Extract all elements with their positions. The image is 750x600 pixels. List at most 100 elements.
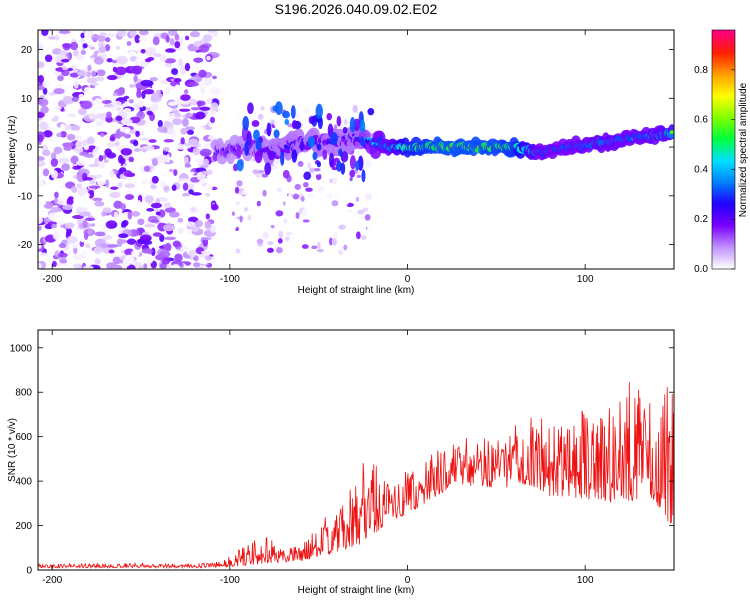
spectrogram-cell: [150, 202, 163, 209]
spectrogram-cell: [159, 217, 168, 224]
spectrogram-cell: [302, 219, 310, 223]
spectrogram-cell: [83, 177, 93, 181]
spectrogram-cell: [134, 262, 142, 267]
spectrogram-cell: [80, 100, 93, 110]
spectrogram-cell: [38, 204, 45, 212]
spectrogram-cell: [38, 215, 43, 225]
spectrogram-cell: [106, 111, 112, 119]
spectrogram-cell: [201, 237, 212, 241]
spectrogram-cell: [262, 232, 270, 240]
spectrogram-cell: [336, 115, 342, 127]
spectrogram-cell: [113, 211, 119, 220]
spectrogram-cell: [92, 197, 103, 202]
spectrogram-cell: [177, 227, 184, 234]
spectrogram-cell: [46, 41, 56, 47]
colorbar-segment: [712, 217, 735, 220]
spectrogram-cell: [106, 244, 119, 248]
spectrogram-cell: [38, 174, 46, 182]
spectrogram-cell: [340, 151, 349, 163]
colorbar-segment: [712, 197, 735, 200]
spectrogram-cell: [204, 255, 212, 261]
spectrogram-cell: [144, 195, 154, 204]
spectrogram-cell: [133, 140, 139, 147]
spectrogram-cell: [106, 262, 118, 269]
spectrogram-cell: [355, 197, 360, 202]
colorbar-segment: [712, 171, 735, 174]
spectrogram-cell: [204, 143, 212, 147]
spectrogram-cell: [58, 30, 71, 35]
colorbar-segment: [712, 145, 735, 149]
spectrogram-cell: [84, 217, 96, 221]
colorbar-segment: [712, 243, 735, 246]
spectrogram-cell: [209, 109, 216, 116]
spectrogram-cell: [82, 43, 88, 49]
spectrogram-cell: [343, 119, 348, 125]
spectrogram-cell: [178, 180, 191, 185]
spectrogram-cell: [338, 224, 346, 230]
spectrogram-cell: [267, 247, 274, 253]
spectrogram-cell: [187, 216, 199, 223]
spectrogram-cell: [76, 183, 83, 189]
spectrogram-cell: [332, 177, 337, 185]
colorbar-segment: [712, 101, 735, 105]
spectrogram-cell: [61, 163, 70, 171]
colorbar-segment: [712, 185, 735, 188]
colorbar-segment: [712, 117, 735, 121]
spectrogram-cell: [365, 193, 372, 202]
spectrogram-cell: [319, 208, 323, 213]
spectrogram-cell: [124, 194, 135, 201]
spectrogram-cell: [120, 250, 126, 254]
colorbar-segment: [712, 159, 735, 163]
spectrogram-cell: [122, 144, 127, 148]
spectrogram-cell: [58, 227, 67, 235]
spectrogram-cell: [111, 100, 122, 107]
spectrogram-cell: [168, 93, 174, 99]
colorbar-segment: [712, 133, 735, 137]
spectrogram-cell: [186, 221, 196, 226]
spectrogram-cell: [200, 164, 209, 168]
spectrogram-cell: [60, 183, 66, 189]
spectrogram-cell: [199, 80, 206, 89]
spectrogram-cell: [176, 144, 187, 150]
colorbar-segment: [712, 257, 735, 260]
spectrogram-cell: [131, 65, 143, 74]
spectrogram-cell: [315, 116, 323, 123]
colorbar-segment: [712, 263, 735, 266]
colorbar-segment: [712, 113, 735, 117]
spectrogram-cell: [290, 105, 296, 119]
spectrogram-cell: [127, 211, 132, 220]
spectrogram-cell: [63, 144, 73, 151]
spectrogram-cell: [185, 126, 195, 131]
colorbar-ticks: 0.0 0.2 0.4 0.6 0.8: [694, 65, 735, 275]
colorbar-segment: [712, 161, 735, 165]
colorbar-segment: [712, 107, 735, 111]
spectrogram-cell: [123, 170, 133, 177]
spectrogram-cell: [198, 44, 210, 53]
spectrogram-cell: [124, 183, 136, 189]
spectrogram-cell: [52, 48, 62, 55]
spectrogram-cell: [297, 160, 304, 167]
spectrogram-cell: [128, 50, 136, 56]
spectrogram-cell: [190, 76, 199, 81]
colorbar-frame: [711, 29, 736, 270]
spectrogram-cell: [255, 173, 262, 178]
spectrogram-cell: [315, 103, 323, 119]
spectrogram-cell: [177, 217, 184, 223]
spectrogram-cell: [190, 36, 202, 42]
spectrogram-cell: [367, 108, 375, 116]
spectrogram-cell: [146, 207, 155, 212]
spectrogram-cell: [151, 84, 160, 90]
spectrogram-cell: [105, 179, 110, 188]
spectrogram-cell: [38, 200, 47, 206]
colorbar-segment: [712, 127, 735, 131]
spectrogram-cell: [307, 136, 315, 148]
spectrogram-cell: [101, 53, 108, 60]
spectrogram-cell: [205, 193, 211, 197]
spectrogram-cell: [109, 136, 116, 142]
spectrogram-cell: [149, 77, 158, 82]
spectrogram-cell: [168, 112, 175, 120]
spectrogram-cell: [115, 115, 123, 121]
colorbar-segment: [712, 73, 735, 77]
colorbar-segment: [712, 201, 735, 204]
spectrogram-cell: [76, 71, 88, 77]
